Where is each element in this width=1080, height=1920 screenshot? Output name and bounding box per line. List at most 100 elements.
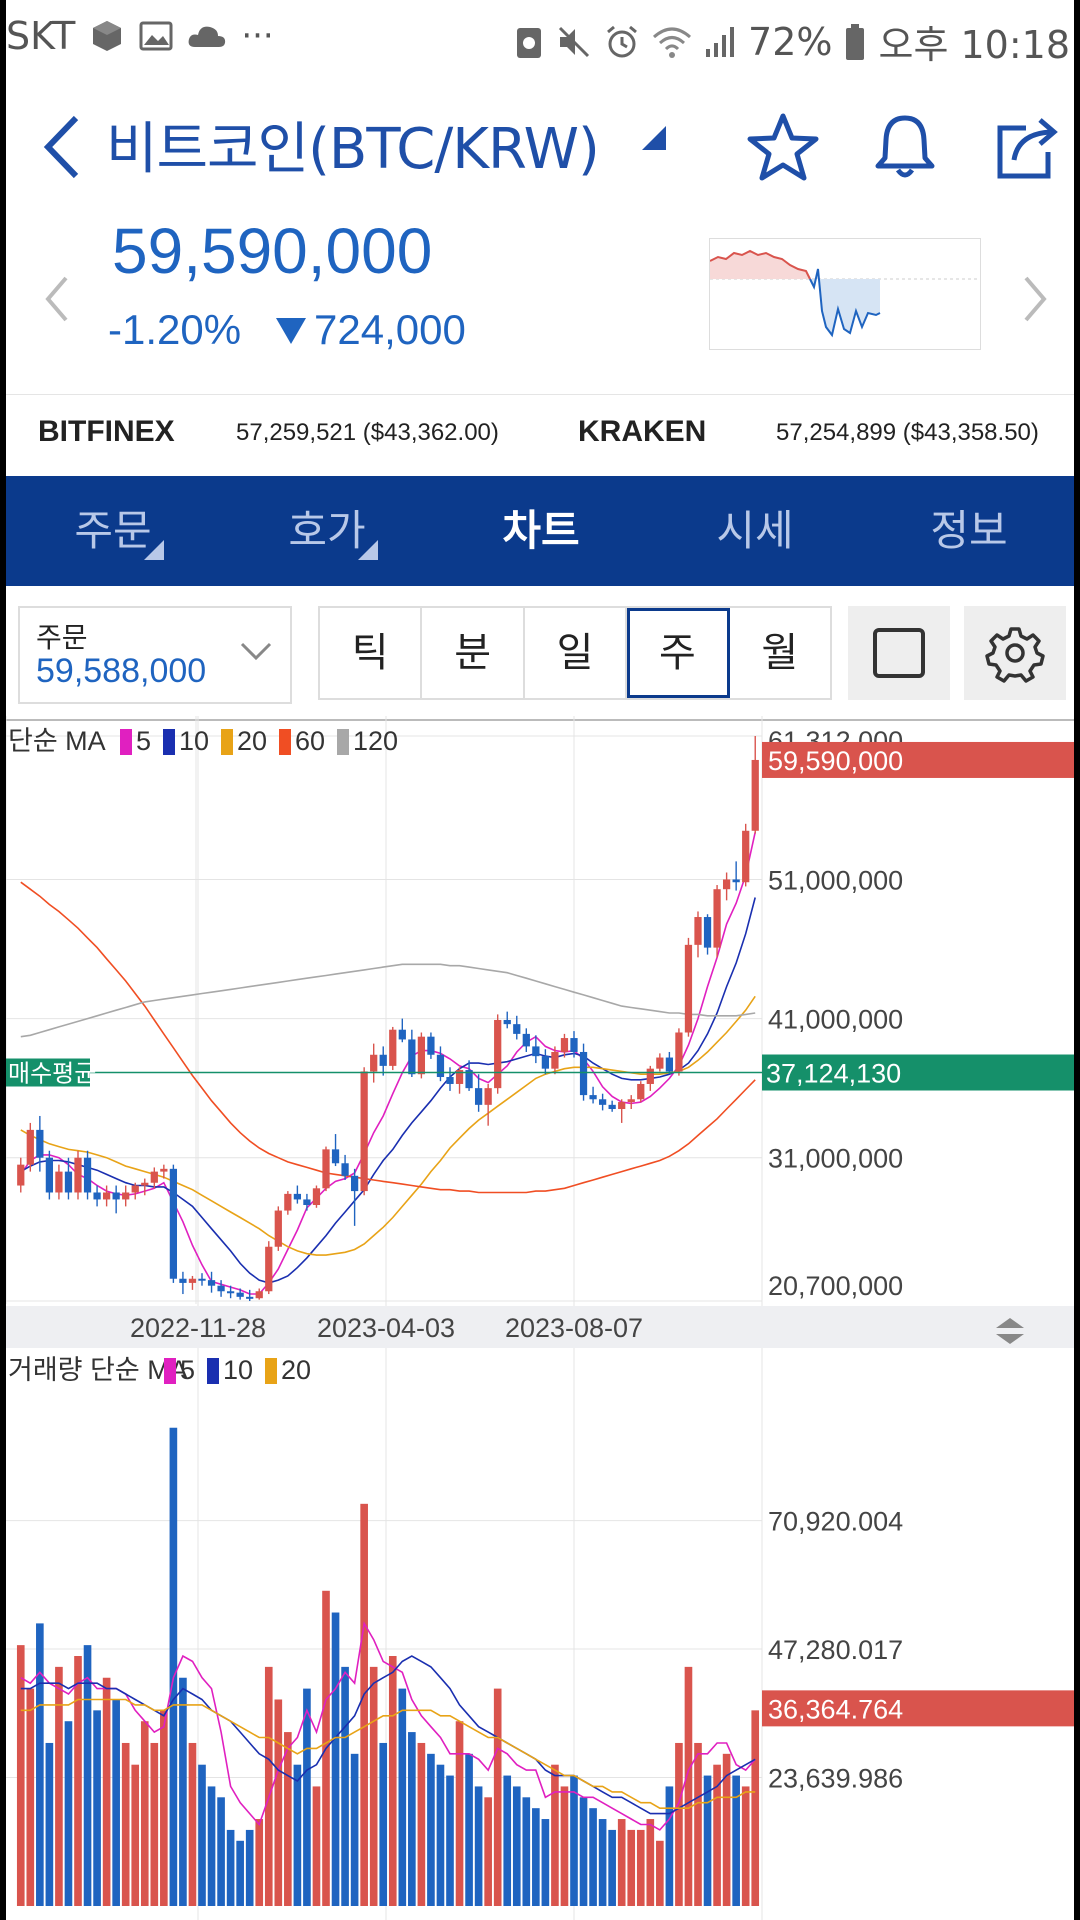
period-tick[interactable]: 틱 (320, 608, 423, 698)
mini-chart (709, 238, 981, 350)
volume-bar (369, 1666, 378, 1906)
share-icon[interactable] (990, 110, 1064, 184)
volume-bar (303, 1688, 311, 1906)
volume-bar (694, 1742, 702, 1906)
change-percent: -1.20% (108, 306, 242, 353)
square-icon (873, 628, 925, 678)
volume-bar (93, 1710, 101, 1906)
volume-bar (74, 1656, 82, 1906)
volume-bar (312, 1786, 321, 1906)
tab-quotes[interactable]: 시세 (648, 476, 862, 586)
candle-body (93, 1192, 101, 1200)
volume-bar (484, 1797, 492, 1906)
volume-bar (493, 1688, 502, 1906)
volume-bar (83, 1645, 92, 1906)
volume-bar (131, 1764, 140, 1906)
current-price: 59,590,000 (112, 215, 433, 287)
candle-body (579, 1051, 588, 1096)
wifi-icon (653, 27, 692, 58)
chart-mode-button[interactable] (848, 606, 950, 700)
chevron-down-icon (240, 642, 272, 661)
price-chart[interactable]: 매수평균 37,124,130 61,312,00051,000,00041,00… (6, 716, 1074, 1920)
volume-bar (350, 1753, 359, 1906)
cube-icon (93, 21, 122, 51)
volume-bar (512, 1786, 521, 1906)
candle-body (284, 1193, 292, 1211)
volume-bar (112, 1699, 120, 1906)
candle-body (303, 1199, 311, 1206)
chart-settings-button[interactable] (964, 606, 1066, 700)
volume-bar (45, 1742, 54, 1906)
chevron-left-icon[interactable] (34, 112, 90, 182)
recycle-icon (517, 27, 542, 58)
star-icon[interactable] (746, 110, 820, 184)
period-minute[interactable]: 분 (422, 608, 525, 698)
tab-label: 주문 (74, 506, 152, 555)
period-day[interactable]: 일 (525, 608, 628, 698)
candle-body (322, 1149, 330, 1189)
volume-ma-line-20 (20, 1698, 756, 1809)
volume-bar (532, 1808, 540, 1906)
candlesticks (17, 736, 759, 1301)
tab-menu-indicator (144, 540, 164, 560)
candle-body (36, 1129, 44, 1158)
period-week[interactable]: 주 (627, 608, 730, 698)
date-label: 2023-08-07 (505, 1313, 643, 1343)
bell-icon[interactable] (868, 110, 942, 184)
volume-legend-swatch (265, 1358, 277, 1384)
tab-bar: 주문 호가 차트 시세 정보 (6, 476, 1074, 586)
order-price-select[interactable]: 주문 59,588,000 (18, 606, 292, 704)
ma-legend-title: 단순 MA (8, 726, 106, 756)
volume-bar (140, 1721, 149, 1906)
battery-percent: 72% (748, 19, 833, 64)
candle-body (274, 1210, 282, 1247)
tab-chart[interactable]: 차트 (434, 476, 648, 586)
candle-body (150, 1171, 158, 1183)
resize-up-icon (996, 1318, 1024, 1328)
title-dropdown-icon[interactable] (642, 126, 666, 150)
candle-body (226, 1291, 235, 1294)
page-title[interactable]: 비트코인(BTC/KRW) (106, 117, 600, 182)
candle-body (312, 1188, 321, 1206)
volume-bar (751, 1710, 760, 1906)
chevron-left-icon[interactable] (42, 274, 72, 324)
volume-tick-label: 23,639.986 (768, 1764, 903, 1794)
status-bar: SKT ··· 72% 오후 10:18 (6, 0, 1074, 74)
volume-bar (188, 1742, 197, 1906)
period-selector: 틱 분 일 주 월 (318, 606, 832, 700)
tab-label: 시세 (716, 506, 794, 555)
candle-body (598, 1099, 607, 1105)
volume-bar (398, 1688, 407, 1906)
candle-body (74, 1157, 82, 1193)
volume-legend-swatch (164, 1358, 176, 1384)
period-month[interactable]: 월 (761, 630, 799, 676)
volume-bar (436, 1764, 445, 1906)
chevron-right-icon[interactable] (1020, 274, 1050, 324)
candle-body (398, 1029, 406, 1040)
tab-menu-indicator (358, 540, 378, 560)
volume-bar (665, 1786, 674, 1906)
volume-bar (646, 1819, 655, 1906)
volume-bar (455, 1721, 464, 1906)
volume-bar (579, 1797, 588, 1906)
volume-bar (255, 1819, 264, 1906)
candle-body (236, 1292, 244, 1297)
tab-info[interactable]: 정보 (862, 476, 1074, 586)
candle-body (618, 1102, 626, 1110)
candle-body (474, 1088, 483, 1105)
candle-body (217, 1285, 225, 1292)
candle-body (45, 1157, 54, 1193)
volume-legend-period: 5 (180, 1355, 195, 1385)
exchange-name: KRAKEN (578, 415, 707, 448)
ma-line-60 (20, 881, 756, 1194)
tab-order[interactable]: 주문 (6, 476, 220, 586)
candle-body (494, 1019, 502, 1089)
volume-bar (474, 1786, 483, 1906)
down-triangle-icon (276, 318, 306, 344)
volume-bar (636, 1829, 645, 1906)
volume-bar (570, 1775, 578, 1906)
ma-line-5 (20, 832, 756, 1295)
volume-ma-line-10 (20, 1655, 756, 1815)
candle-body (160, 1168, 168, 1172)
tab-orderbook[interactable]: 호가 (220, 476, 434, 586)
